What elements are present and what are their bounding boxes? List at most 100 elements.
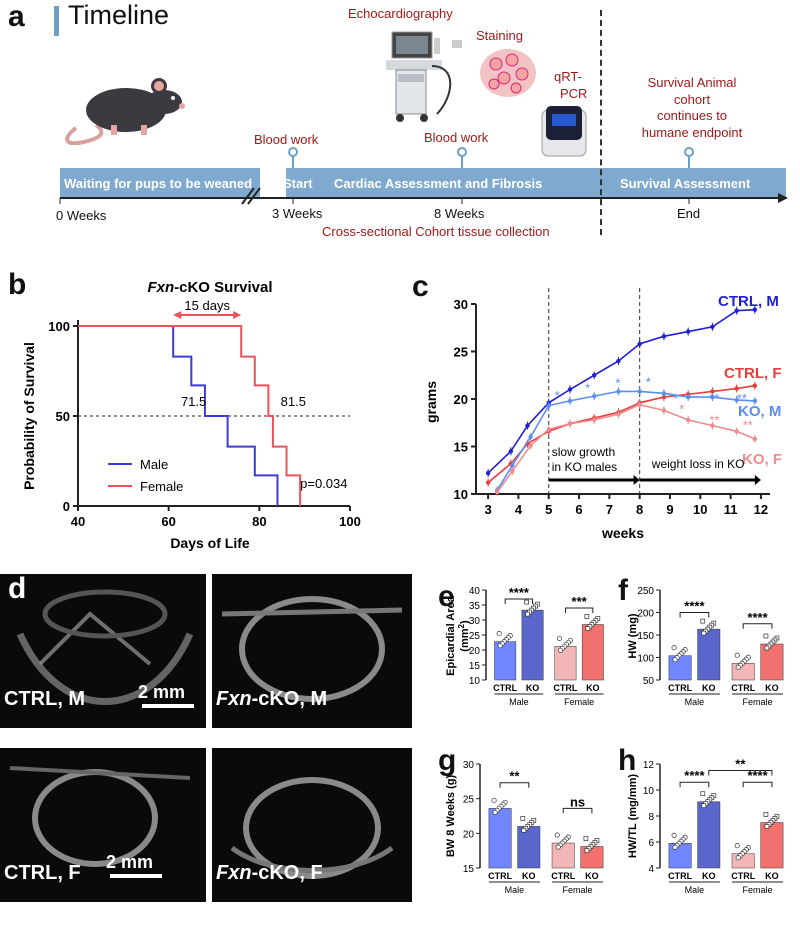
chart-c-xtick-label: 6	[575, 502, 582, 517]
chart-f-ytick-label: 50	[643, 676, 655, 687]
chart-c-sig-star: **	[743, 417, 753, 432]
cross-sectional-label: Cross-sectional Cohort tissue collection	[322, 224, 550, 239]
chart-h-bracket	[708, 770, 773, 776]
chart-c-sig-star: **	[737, 391, 747, 406]
chart-c-point	[661, 334, 667, 339]
epicardial-area-chart: 10 15 20 25 30 35 40 Epicardial Area (mm2) CTRL KO…	[445, 585, 604, 707]
chart-c-point	[495, 489, 500, 495]
chart-g-ytick-label: 20	[463, 829, 475, 840]
panel-d-label: d	[8, 572, 27, 605]
chart-h-dot	[701, 803, 707, 809]
chart-f-ytick-label: 100	[637, 654, 654, 665]
chart-g-dot	[555, 844, 561, 850]
chart-e-dot	[525, 611, 530, 617]
chart-c-point	[567, 387, 573, 392]
chart-h-bracket	[679, 781, 710, 788]
chart-c-slow-1: slow growth	[552, 445, 615, 459]
chart-g-sig: ns	[570, 794, 585, 809]
chart-c-point	[592, 373, 597, 378]
panel-b-label: b	[8, 268, 27, 301]
chart-h-ytick-label: 4	[648, 864, 654, 875]
staining-tissue-icon	[480, 49, 536, 97]
chart-c-sig-star: **	[709, 391, 719, 406]
chart-c-slow-2: in KO males	[552, 460, 617, 474]
step-qrt-1: qRT-	[554, 69, 582, 84]
chart-g-ytick-label: 25	[463, 795, 475, 806]
chart-f-dot	[672, 657, 678, 663]
chart-f-ylabel: HW (mg)	[627, 613, 639, 659]
chart-g-dot	[520, 816, 526, 821]
title-accent-bar	[54, 6, 59, 36]
chart-c-point	[752, 398, 758, 404]
chart-c-point	[567, 421, 573, 426]
chart-b-xlabel: Days of Life	[170, 535, 250, 551]
chart-g-bar	[580, 846, 604, 869]
chart-b-legend-label: Male	[140, 457, 168, 472]
chart-c-ytick-label: 25	[454, 345, 468, 360]
chart-c-point	[592, 393, 597, 399]
chart-c-sig-star: *	[555, 388, 560, 403]
chart-f-category: CTRL	[731, 683, 755, 693]
echo-ko-m	[212, 574, 412, 728]
chart-f-ytick-label: 150	[637, 631, 654, 642]
chart-c-point	[752, 307, 758, 312]
chart-c-point	[525, 423, 530, 428]
chart-e-ytick-label: 10	[469, 676, 481, 687]
echo-image-ctrl-m	[16, 589, 194, 705]
chart-f-bar	[760, 643, 784, 681]
chart-h-group-label: Female	[743, 885, 773, 895]
chart-e-dot	[584, 614, 590, 619]
survival-chart: Fxn-cKO Survival 0 50 100 40 60 80 100 Days of L…	[21, 279, 361, 551]
chart-c-point	[734, 397, 739, 403]
chart-e-category: KO	[586, 683, 600, 693]
tick-3-weeks: 3 Weeks	[272, 206, 323, 221]
chart-h-ytick-label: 12	[643, 760, 655, 771]
chart-e-dot	[496, 631, 502, 637]
chart-c-point	[752, 436, 758, 442]
chart-e-dot	[497, 643, 503, 649]
chart-h-group-label: Male	[685, 885, 705, 895]
chart-c-sig-star: *	[673, 391, 678, 406]
chart-c-ytick-label: 30	[454, 297, 468, 312]
chart-c-point	[734, 308, 739, 313]
chart-c-label-ctrl-f: CTRL, F	[724, 365, 782, 382]
echo-ko-f	[212, 748, 412, 902]
echo-image-ko-m	[221, 596, 403, 702]
chart-h-category: KO	[702, 871, 716, 881]
bar-survival: Survival Assessment	[620, 176, 751, 191]
panel-f-label: f	[618, 574, 628, 607]
chart-c-xtick-label: 11	[724, 502, 738, 517]
chart-c-xtick-label: 3	[485, 502, 492, 517]
chart-g-bar	[488, 808, 512, 869]
chart-b-ytick-label: 0	[63, 499, 70, 514]
chart-b-ylabel: Probability of Survival	[21, 342, 37, 490]
chart-f-category: KO	[702, 683, 716, 693]
chart-b-arrow-right	[233, 311, 242, 319]
bar-start: Start	[283, 176, 313, 191]
chart-e-bracket	[564, 607, 594, 613]
chart-h-category: CTRL	[731, 871, 755, 881]
chart-e-dot	[557, 647, 563, 653]
chart-c-point	[637, 389, 642, 394]
heart-weight-chart: 50 100 150 200 250 HW (mg) CTRL KO CTRL KO Male Fem…	[627, 586, 784, 707]
scale-bar-label-1: 2 mm	[138, 682, 186, 702]
chart-c-label-ko-m: KO, M	[738, 403, 781, 420]
chart-f-bracket	[742, 623, 773, 629]
chart-g-category: CTRL	[488, 871, 512, 881]
chart-c-xtick-label: 4	[515, 502, 523, 517]
chart-b-ytick-label: 50	[56, 409, 70, 424]
chart-e-sig: ****	[509, 585, 530, 600]
echo-label-ctrl-f: CTRL, F	[4, 862, 81, 884]
chart-g-group-label: Male	[505, 885, 525, 895]
step-staining: Staining	[476, 28, 523, 43]
step-qrt-2: PCR	[560, 86, 588, 101]
chart-e-dot	[556, 635, 562, 641]
chart-g-dot	[521, 828, 527, 833]
chart-c-point	[734, 386, 739, 391]
tick-0-weeks: 0 Weeks	[56, 208, 107, 223]
panel-h-label: h	[618, 744, 637, 777]
chart-c-xlabel: weeks	[601, 525, 644, 541]
chart-b-median-female: 81.5	[281, 394, 306, 409]
chart-h-ytick-label: 10	[643, 786, 655, 797]
chart-c-sig-star: *	[679, 401, 684, 416]
